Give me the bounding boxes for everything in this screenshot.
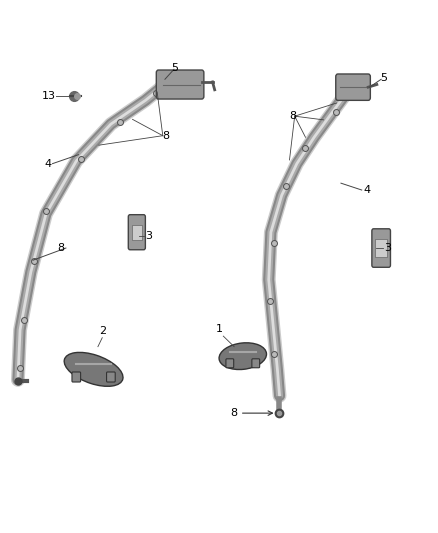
- Text: 8: 8: [57, 243, 65, 253]
- FancyBboxPatch shape: [336, 74, 371, 100]
- Text: 8: 8: [162, 131, 169, 141]
- Bar: [375, 239, 387, 256]
- FancyBboxPatch shape: [106, 372, 115, 382]
- FancyBboxPatch shape: [156, 70, 204, 99]
- Text: 4: 4: [363, 185, 370, 195]
- Text: 3: 3: [145, 231, 152, 241]
- Text: 5: 5: [380, 72, 387, 83]
- FancyBboxPatch shape: [226, 359, 234, 368]
- Text: 4: 4: [44, 159, 51, 168]
- FancyBboxPatch shape: [72, 372, 81, 382]
- Text: 8: 8: [230, 408, 237, 418]
- Ellipse shape: [219, 343, 266, 369]
- Text: 1: 1: [215, 324, 223, 334]
- FancyBboxPatch shape: [128, 215, 145, 250]
- Text: 5: 5: [171, 63, 178, 72]
- FancyBboxPatch shape: [372, 229, 390, 267]
- Text: 13: 13: [42, 91, 56, 101]
- Ellipse shape: [64, 352, 123, 386]
- Text: 3: 3: [384, 243, 391, 253]
- FancyBboxPatch shape: [252, 359, 260, 368]
- Bar: [132, 224, 142, 240]
- Text: 2: 2: [99, 326, 106, 336]
- Text: 8: 8: [289, 111, 296, 121]
